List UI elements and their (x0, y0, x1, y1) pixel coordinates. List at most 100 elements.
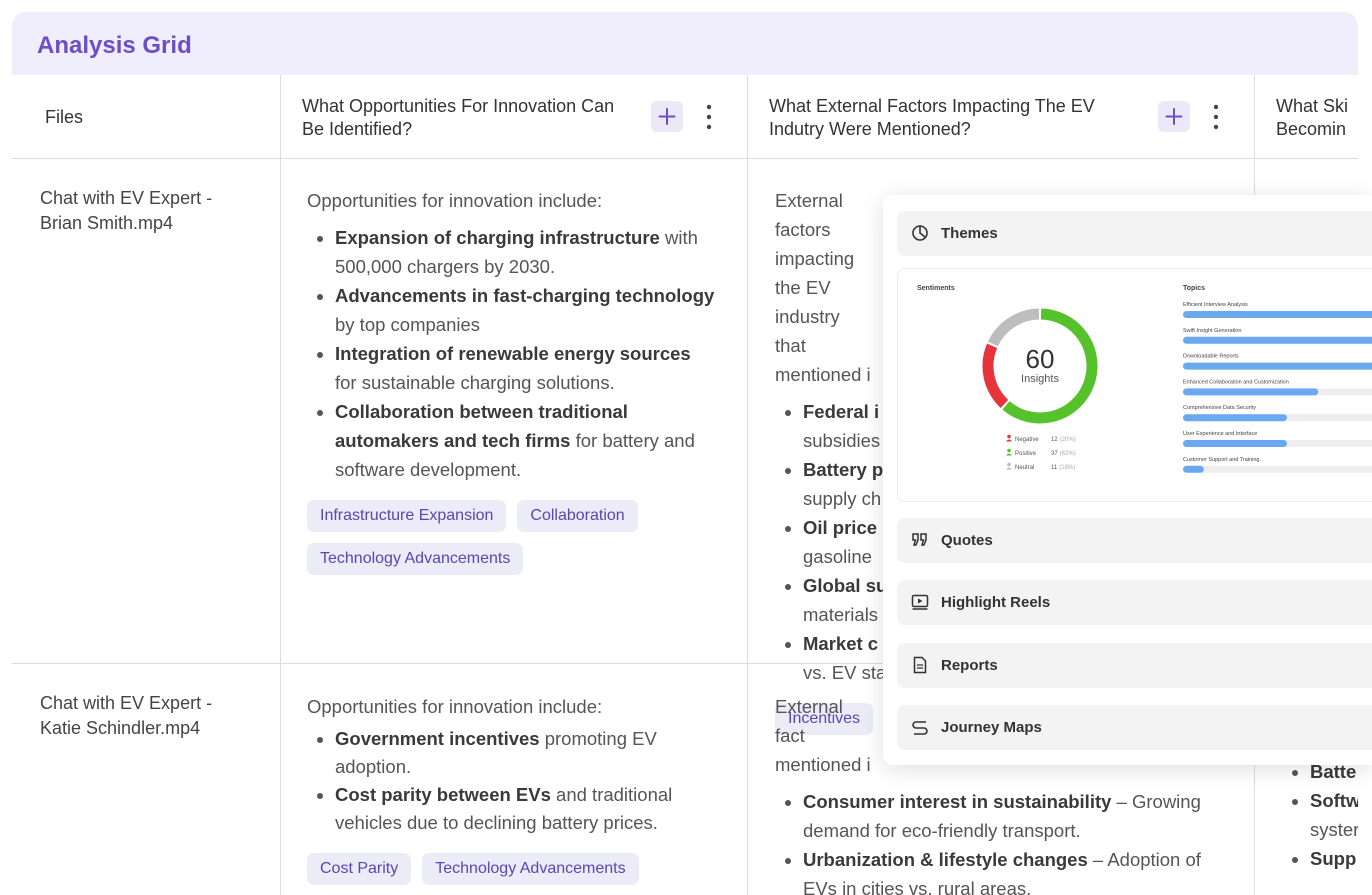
donut-segment (987, 308, 1040, 347)
legend-count: 11 (1051, 465, 1058, 471)
tag[interactable]: Technology Advancements (422, 853, 639, 885)
legend-icon-body (1006, 439, 1012, 442)
bullet-bold: Global su (803, 575, 885, 596)
section-bar[interactable]: Quotes (897, 518, 1372, 563)
cell: Opportunities for innovation include: Go… (307, 692, 717, 885)
tag-list: Infrastructure Expansion Collaboration T… (307, 500, 717, 575)
bullet: Global su materials (803, 571, 885, 629)
section-label: Highlight Reels (941, 594, 1051, 611)
bullet-text: materials (803, 604, 879, 625)
bullet: Advancements in fast-charging technology… (335, 281, 717, 339)
tag[interactable]: Cost Parity (307, 853, 412, 885)
more-button[interactable] (702, 103, 716, 131)
donut-segment (982, 343, 1009, 408)
tag[interactable]: Technology Advancements (307, 543, 524, 575)
legend-icon-body (1006, 453, 1012, 456)
legend-item: Negative 12 (20%) (1006, 434, 1076, 443)
bullet: Expansion of charging infrastructure wit… (335, 223, 717, 281)
add-button[interactable] (1158, 101, 1190, 132)
bullet-text: for sustainable charging solutions. (335, 372, 615, 393)
cell: Batte Softw syster Supp (1282, 757, 1358, 873)
file-name: Chat with EV Expert - Katie Schindler.mp… (40, 693, 213, 738)
section-label: Quotes (941, 532, 993, 549)
column-header: Files (45, 107, 84, 127)
topic-name: Efficient Interview Analysis (1183, 302, 1248, 308)
legend-item: Positive 37 (62%) (1006, 448, 1076, 457)
cell: External fact mentioned i Consumer inter… (775, 692, 1225, 895)
column-divider (747, 75, 748, 895)
legend-icon-head (1007, 448, 1011, 453)
bullet-text: vs. EV sta (803, 662, 885, 683)
add-button[interactable] (651, 101, 683, 132)
bullet: Battery p supply ch (803, 455, 885, 513)
topic-bar (1183, 362, 1372, 370)
cell-intro: External fact mentioned i (775, 696, 871, 775)
column-header: What Ski Becomin (1276, 96, 1349, 139)
topic-bar (1183, 388, 1319, 396)
row-divider (12, 158, 1358, 159)
column-header: What Opportunities For Innovation Can Be… (302, 96, 615, 139)
bullet-text: for battery and software development. (335, 430, 695, 480)
section-label: Journey Maps (941, 719, 1042, 736)
file-name: Chat with EV Expert - Brian Smith.mp4 (40, 188, 213, 233)
topic-name: Downloadable Reports (1183, 354, 1239, 360)
cell-intro: Opportunities for innovation include: (307, 190, 603, 211)
section-bar[interactable]: Highlight Reels (897, 580, 1372, 625)
topic-bar (1183, 414, 1287, 422)
bullet-text: subsidies (803, 430, 881, 451)
bullet-bold: Batte (1310, 761, 1357, 782)
bullet-bold: Market c (803, 633, 879, 654)
bullet: Batte (1310, 757, 1358, 786)
bullet-bold: Supp (1310, 848, 1357, 869)
tag-list: Incentives (775, 703, 885, 735)
reels-icon (911, 594, 929, 610)
bullet-bold: Softw (1310, 790, 1358, 811)
topic-bar (1183, 440, 1287, 447)
legend-name: Negative (1015, 437, 1039, 443)
more-button[interactable] (1209, 103, 1223, 131)
bullet-text: supply ch (803, 488, 882, 509)
plus-icon (658, 108, 676, 125)
tag[interactable]: Collaboration (517, 500, 638, 532)
section-label: Reports (941, 657, 998, 674)
legend-share: (18%) (1059, 465, 1075, 471)
bullet: Integration of renewable energy sources … (335, 339, 717, 397)
bullet-bold: Urbanization & lifestyle changes (803, 849, 1088, 870)
row-divider (12, 663, 1358, 664)
column-header: What External Factors Impacting The EV I… (769, 96, 1095, 139)
bullet-bold: Government incentives (335, 728, 540, 749)
section-bar[interactable]: Themes (897, 211, 1372, 256)
section-bar[interactable]: Journey Maps (897, 705, 1372, 750)
bullet-list: Batte Softw syster Supp (1282, 757, 1358, 873)
bullet-list: Government incentives promoting EV adopt… (307, 725, 717, 837)
topic-name: Comprehensive Data Security (1183, 405, 1256, 411)
reports-icon (913, 656, 927, 674)
tag[interactable]: Incentives (775, 703, 874, 735)
tag[interactable]: Infrastructure Expansion (307, 500, 507, 532)
cell: Opportunities for innovation include: Ex… (307, 186, 717, 575)
bullet: Cost parity between EVs and traditional … (335, 781, 717, 837)
bullet-bold: Collaboration between traditional automa… (335, 401, 628, 451)
bullet: Government incentives promoting EV adopt… (335, 725, 717, 781)
bullet-list: Consumer interest in sustainability – Gr… (775, 787, 1225, 895)
donut-segment (1002, 308, 1098, 424)
bullet: Consumer interest in sustainability – Gr… (803, 787, 1225, 845)
bullet-list: Expansion of charging infrastructure wit… (307, 223, 717, 484)
cell: External factors impacting the EV indust… (775, 186, 885, 735)
bullet: Market c vs. EV sta (803, 629, 885, 687)
bullet-text: promoting EV adoption. (335, 728, 657, 777)
bullet-bold: Expansion of charging infrastructure (335, 227, 660, 248)
quotes-icon (912, 533, 927, 546)
column-divider (280, 75, 281, 895)
themes-card: Sentiments Topics 60 Insights Negative 12… (897, 268, 1372, 502)
page-title: Analysis Grid (37, 32, 192, 59)
topic-bar (1183, 336, 1372, 344)
topic-name: User Experience and Interface (1183, 431, 1257, 437)
bullet: Collaboration between traditional automa… (335, 397, 717, 484)
bullet-text: gasoline (803, 546, 872, 567)
bullet-bold: Federal i (803, 401, 880, 422)
section-bar[interactable]: Reports (897, 643, 1372, 688)
bullet-bold: Oil price (803, 517, 878, 538)
topic-bar (1183, 465, 1204, 473)
bullet-bold: Cost parity between EVs (335, 784, 551, 805)
